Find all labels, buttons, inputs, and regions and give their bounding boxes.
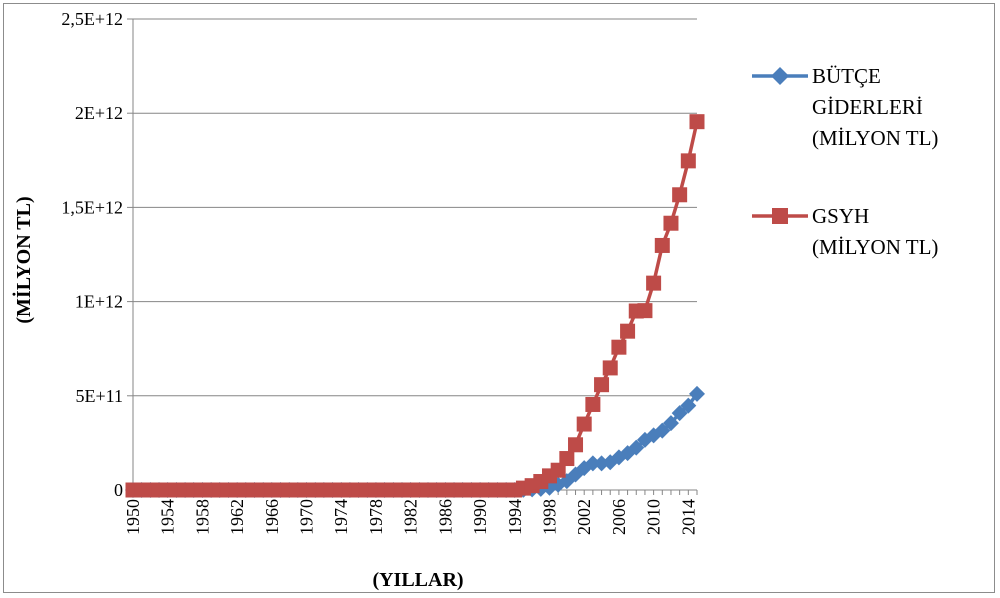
x-tick-label: 2014 (678, 499, 698, 535)
x-tick-label: 1986 (435, 499, 455, 535)
x-tick-label: 2010 (644, 499, 664, 535)
x-tick-label: 1970 (297, 499, 317, 535)
legend-label-line: GİDERLERİ (812, 95, 923, 119)
data-point (603, 360, 618, 375)
data-point (663, 216, 678, 231)
series-line (133, 394, 697, 490)
legend-swatch-marker (771, 67, 789, 85)
legend-label-line: GSYH (812, 204, 869, 228)
legend-label-line: BÜTÇE (812, 64, 881, 88)
x-tick-label: 1982 (401, 499, 421, 535)
data-point (620, 324, 635, 339)
data-point (646, 276, 661, 291)
legend-label-line: (MİLYON TL) (812, 126, 938, 150)
y-tick-label: 2E+12 (75, 103, 123, 123)
data-point (585, 397, 600, 412)
y-tick-label: 5E+11 (76, 386, 123, 406)
data-point (611, 340, 626, 355)
legend-swatch-marker (772, 208, 788, 224)
y-tick-label: 1E+12 (75, 292, 123, 312)
data-point (690, 114, 705, 129)
x-tick-label: 2006 (609, 499, 629, 535)
series-2 (126, 114, 705, 497)
x-tick-label: 1998 (539, 499, 559, 535)
gridlines (133, 19, 697, 396)
x-tick-label: 1994 (505, 499, 525, 535)
y-tick-label: 2,5E+12 (61, 9, 123, 29)
x-tick-label: 1954 (158, 499, 178, 535)
legend: BÜTÇE GİDERLERİ (MİLYON TL) GSYH (MİLYON TL) (752, 64, 938, 259)
y-tick-label: 1,5E+12 (61, 197, 123, 217)
series-1 (125, 386, 705, 498)
x-axis-label: (YILLAR) (372, 569, 463, 591)
legend-item-1: BÜTÇE GİDERLERİ (MİLYON TL) (752, 64, 938, 150)
x-tick-label: 2002 (574, 499, 594, 535)
series-layer (125, 114, 705, 498)
x-tick-label: 1962 (227, 499, 247, 535)
data-point (577, 417, 592, 432)
data-point (655, 238, 670, 253)
y-axis-label: (MİLYON TL) (11, 196, 35, 323)
x-tick-label: 1974 (331, 499, 351, 535)
data-point (594, 377, 609, 392)
legend-item-2: GSYH (MİLYON TL) (752, 204, 938, 259)
x-tick-label: 1958 (192, 499, 212, 535)
data-point (568, 437, 583, 452)
data-point (559, 451, 574, 466)
y-tick-label: 0 (114, 480, 123, 500)
x-tick-label: 1966 (262, 499, 282, 535)
data-point (681, 153, 696, 168)
legend-label-line: (MİLYON TL) (812, 235, 938, 259)
x-tick-label: 1950 (123, 499, 143, 535)
axes (133, 19, 697, 490)
x-tick-label: 1978 (366, 499, 386, 535)
data-point (672, 187, 687, 202)
y-axis-ticks: 0 5E+11 1E+12 1,5E+12 2E+12 2,5E+12 (61, 9, 133, 500)
x-tick-label: 1990 (470, 499, 490, 535)
data-point (637, 303, 652, 318)
series-line (133, 122, 697, 490)
